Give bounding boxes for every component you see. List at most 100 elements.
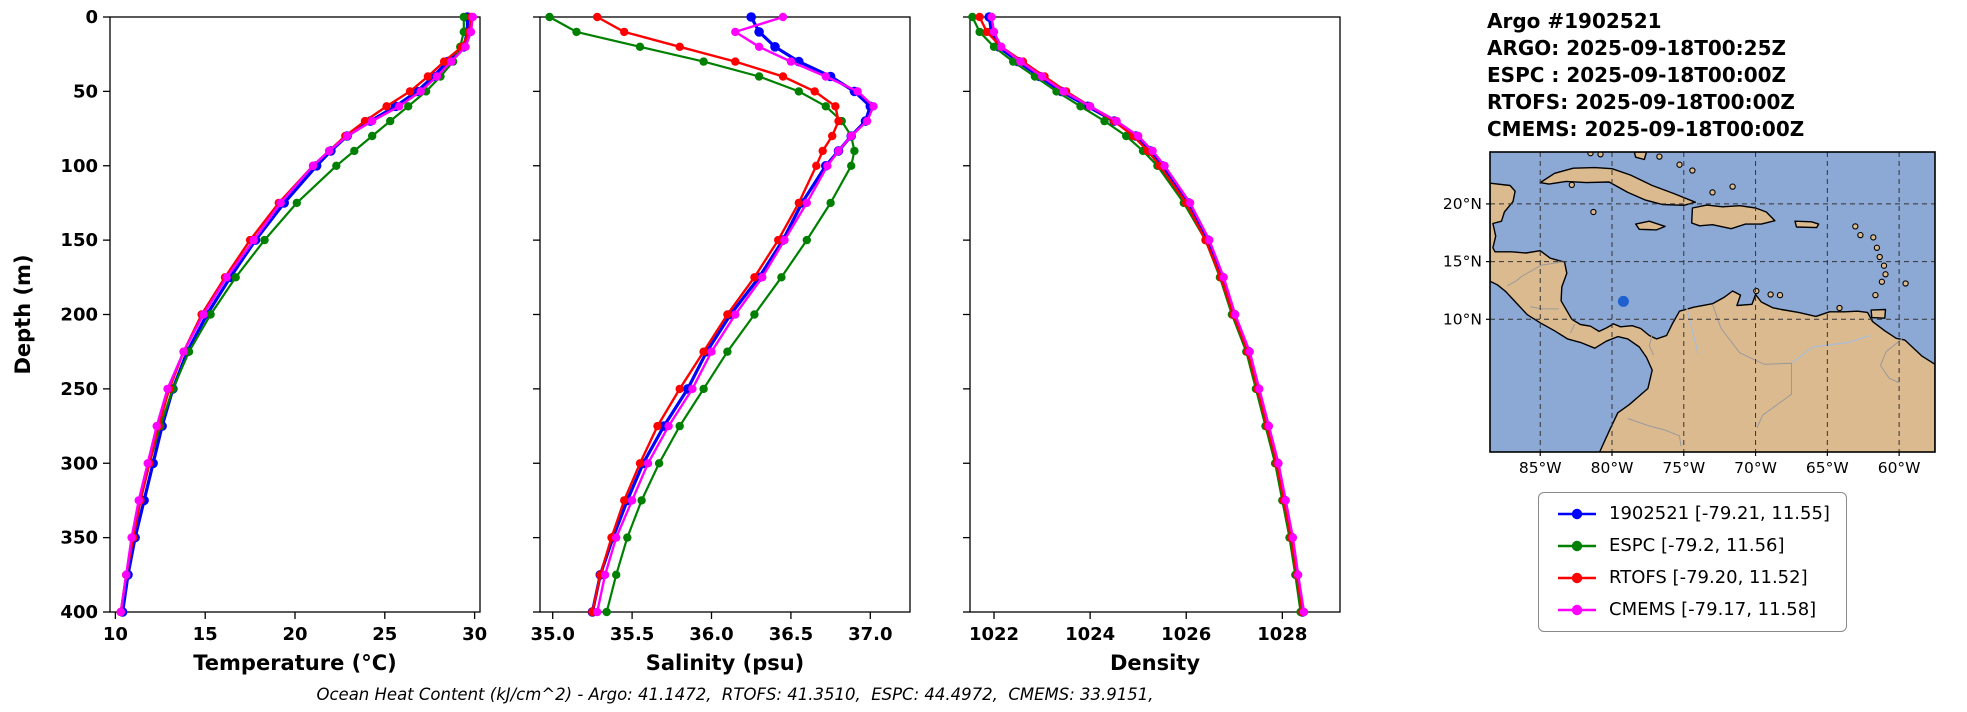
country-border [1648, 334, 1655, 356]
series-marker-CMEMS [1281, 496, 1290, 505]
series-marker-1902521 [754, 27, 764, 37]
x-axis-label: Salinity (psu) [646, 651, 805, 675]
x-tick-label: 25 [372, 624, 397, 645]
argo-title: Argo #1902521 [1487, 9, 1662, 33]
map-lon-label: 85°W [1519, 459, 1562, 477]
map-lon-label: 60°W [1878, 459, 1921, 477]
series-marker-CMEMS [1016, 57, 1025, 66]
small-island [1852, 223, 1859, 230]
series-marker-RTOFS [818, 146, 827, 156]
series-marker-CMEMS [707, 347, 716, 356]
x-tick-label: 36.5 [769, 624, 813, 645]
series-marker-RTOFS [828, 131, 837, 141]
location-map: 85°W 80°W 75°W 70°W 65°W 60°W 20°N 15°N 10°N [1443, 151, 1936, 477]
series-marker-CMEMS [780, 235, 789, 245]
series-marker-CMEMS [754, 42, 764, 51]
small-island [1876, 253, 1883, 261]
series-marker-RTOFS [834, 116, 843, 126]
panel-salinity: 35.0 35.5 36.0 36.5 37.0 Salinity (psu) [530, 12, 911, 675]
y-axis-label: Depth (m) [11, 254, 35, 374]
legend-marker-icon [1558, 540, 1596, 552]
x-tick-label: 1024 [1065, 624, 1115, 645]
series-marker-CMEMS [249, 235, 258, 245]
legend-label: ESPC [-79.2, 11.56] [1609, 535, 1785, 556]
series-marker-CMEMS [847, 131, 856, 141]
series-marker-CMEMS [1231, 310, 1240, 319]
series-marker-CMEMS [802, 198, 811, 208]
landmass-andros [1633, 152, 1648, 161]
series-marker-RTOFS [593, 12, 602, 22]
x-tick-label: 1022 [969, 624, 1019, 645]
small-island [1776, 291, 1784, 299]
profile-charts: Depth (m)10 15 20 25 30050100150200250300350… [11, 7, 1341, 675]
series-marker-1902521 [770, 42, 780, 52]
series-marker-CMEMS [222, 273, 231, 282]
series-marker-CMEMS [163, 384, 172, 394]
series-marker-CMEMS [179, 347, 188, 356]
series-marker-ESPC [623, 533, 632, 542]
series-marker-ESPC [612, 570, 621, 579]
panel-density: 1022 1024 1026 1028 Density [963, 12, 1341, 675]
series-marker-CMEMS [758, 273, 767, 282]
series-marker-CMEMS [1294, 570, 1303, 579]
series-marker-CMEMS [862, 116, 872, 126]
small-island [1656, 153, 1663, 160]
series-marker-CMEMS [466, 27, 476, 37]
series-marker-RTOFS [982, 27, 991, 37]
small-island [1857, 231, 1864, 239]
series-marker-ESPC [699, 57, 708, 66]
series-marker-RTOFS [675, 384, 684, 394]
series-marker-CMEMS [1299, 607, 1309, 617]
x-tick-label: 15 [193, 624, 218, 645]
river-line [1791, 334, 1871, 364]
series-marker-ESPC [723, 347, 732, 356]
series-marker-CMEMS [834, 146, 843, 156]
series-marker-CMEMS [778, 12, 788, 22]
legend-item-cmems: CMEMS [-79.17, 11.58] [1555, 599, 1830, 621]
series-marker-ESPC [754, 72, 764, 81]
map-lat-label: 10°N [1443, 310, 1482, 328]
legend-marker-icon [1558, 604, 1596, 616]
y-tick-label: 350 [60, 528, 98, 549]
series-marker-ESPC [459, 12, 468, 22]
series-marker-CMEMS [1288, 533, 1298, 542]
series-marker-CMEMS [1160, 161, 1169, 170]
series-marker-RTOFS [774, 235, 783, 245]
series-marker-CMEMS [308, 161, 318, 170]
map-land [1490, 152, 1935, 452]
y-tick-label: 400 [60, 602, 98, 623]
small-island [1676, 161, 1683, 168]
series-marker-ESPC [968, 12, 977, 22]
series-marker-ESPC [826, 198, 835, 208]
legend-marker-icon [1558, 508, 1596, 520]
series-marker-CMEMS [1085, 102, 1095, 111]
series-marker-ESPC [699, 384, 708, 394]
small-island [1597, 152, 1604, 158]
series-marker-CMEMS [342, 131, 352, 141]
series-marker-RTOFS [723, 310, 732, 319]
y-tick-label: 50 [73, 81, 98, 102]
x-tick-label: 20 [282, 624, 307, 645]
series-marker-ESPC [821, 102, 830, 111]
series-marker-RTOFS [794, 198, 803, 208]
series-marker-CMEMS [143, 459, 152, 468]
series-marker-CMEMS [1245, 347, 1254, 356]
series-marker-RTOFS [620, 496, 629, 505]
series-marker-RTOFS [731, 57, 740, 66]
series-marker-ESPC [637, 496, 646, 505]
series-marker-ESPC [260, 235, 269, 245]
y-tick-label: 250 [60, 379, 98, 400]
country-border [1627, 418, 1682, 447]
series-marker-CMEMS [122, 570, 131, 579]
series-marker-ESPC [635, 42, 645, 51]
series-marker-ESPC [368, 131, 377, 141]
small-island [1873, 244, 1881, 251]
small-island [1836, 304, 1843, 312]
series-marker-RTOFS [620, 27, 629, 37]
series-marker-CMEMS [127, 533, 136, 542]
small-island [1870, 234, 1877, 241]
legend-marker-icon [1558, 572, 1596, 584]
series-marker-1902521 [746, 12, 756, 22]
series-marker-CMEMS [461, 42, 470, 51]
series-marker-CMEMS [1264, 421, 1274, 431]
